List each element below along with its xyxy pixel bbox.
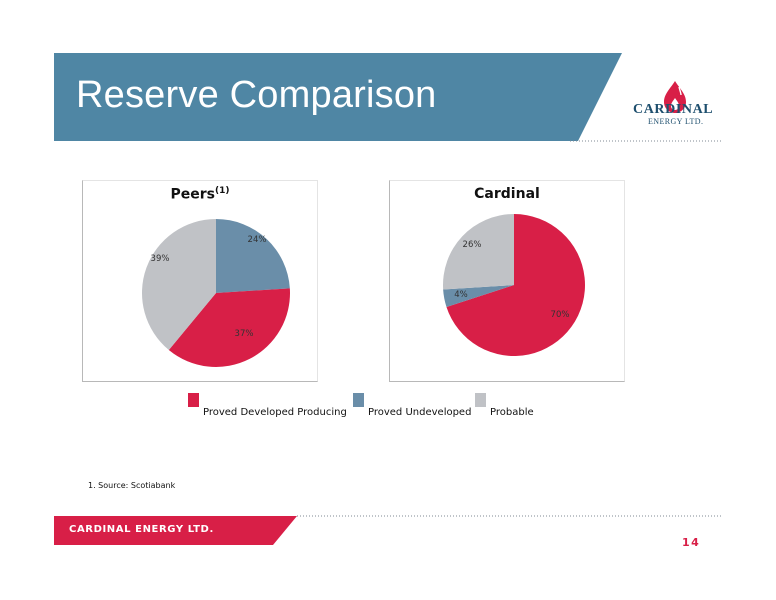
logo-name: CARDINAL xyxy=(633,102,714,117)
legend-label-probable: Probable xyxy=(490,407,534,418)
chart-title-superscript: (1) xyxy=(215,186,230,196)
chart-title-cardinal: Cardinal xyxy=(474,186,540,202)
chart-legend: Proved Developed Producing Proved Undeve… xyxy=(188,393,608,423)
logo-subtitle: ENERGY LTD. xyxy=(648,117,704,126)
pie-label-peers-probable: 39% xyxy=(151,254,170,264)
cardinal-chart: Cardinal 70% 4% 26% xyxy=(389,180,625,382)
pie-slice-peers-proved-developed-producing xyxy=(168,288,290,367)
pie-label-peers-proved-developed-producing: 37% xyxy=(235,329,254,339)
legend-swatch-pud xyxy=(353,393,364,407)
chart-title-peers: Peers(1) xyxy=(83,186,317,203)
pie-slice-peers-probable xyxy=(142,219,216,351)
pie-label-cardinal-probable: 26% xyxy=(463,240,482,250)
pie-label-peers-proved-undeveloped: 24% xyxy=(248,235,267,245)
pie-slice-cardinal-probable xyxy=(443,214,514,290)
footer-banner xyxy=(54,516,297,545)
footer-company: CARDINAL ENERGY LTD. xyxy=(69,524,214,535)
page-title: Reserve Comparison xyxy=(76,74,437,116)
pie-slice-peers-proved-undeveloped xyxy=(216,219,290,293)
footer-band xyxy=(54,515,722,545)
flame-drop-icon xyxy=(664,81,686,113)
legend-label-pdp: Proved Developed Producing xyxy=(203,407,347,418)
pie-chart-cardinal: 70% 4% 26% xyxy=(443,214,585,356)
legend-swatch-probable xyxy=(475,393,486,407)
legend-swatch-pdp xyxy=(188,393,199,407)
pie-label-cardinal-proved-developed-producing: 70% xyxy=(551,310,570,320)
pie-chart-peers: 24% 37% 39% xyxy=(142,219,290,367)
header-band xyxy=(54,53,722,142)
chart-title-peers-text: Peers xyxy=(170,186,216,203)
pie-slice-cardinal-proved-developed-producing xyxy=(446,214,585,356)
pie-slice-cardinal-proved-undeveloped xyxy=(443,285,514,307)
peers-chart: Peers(1) 24% 37% 39% xyxy=(82,180,318,382)
page-number: 14 xyxy=(682,536,701,549)
title-banner xyxy=(54,53,622,141)
footnote: 1. Source: Scotiabank xyxy=(88,481,176,490)
legend-label-pud: Proved Undeveloped xyxy=(368,407,472,418)
pie-label-cardinal-proved-undeveloped: 4% xyxy=(454,290,468,300)
